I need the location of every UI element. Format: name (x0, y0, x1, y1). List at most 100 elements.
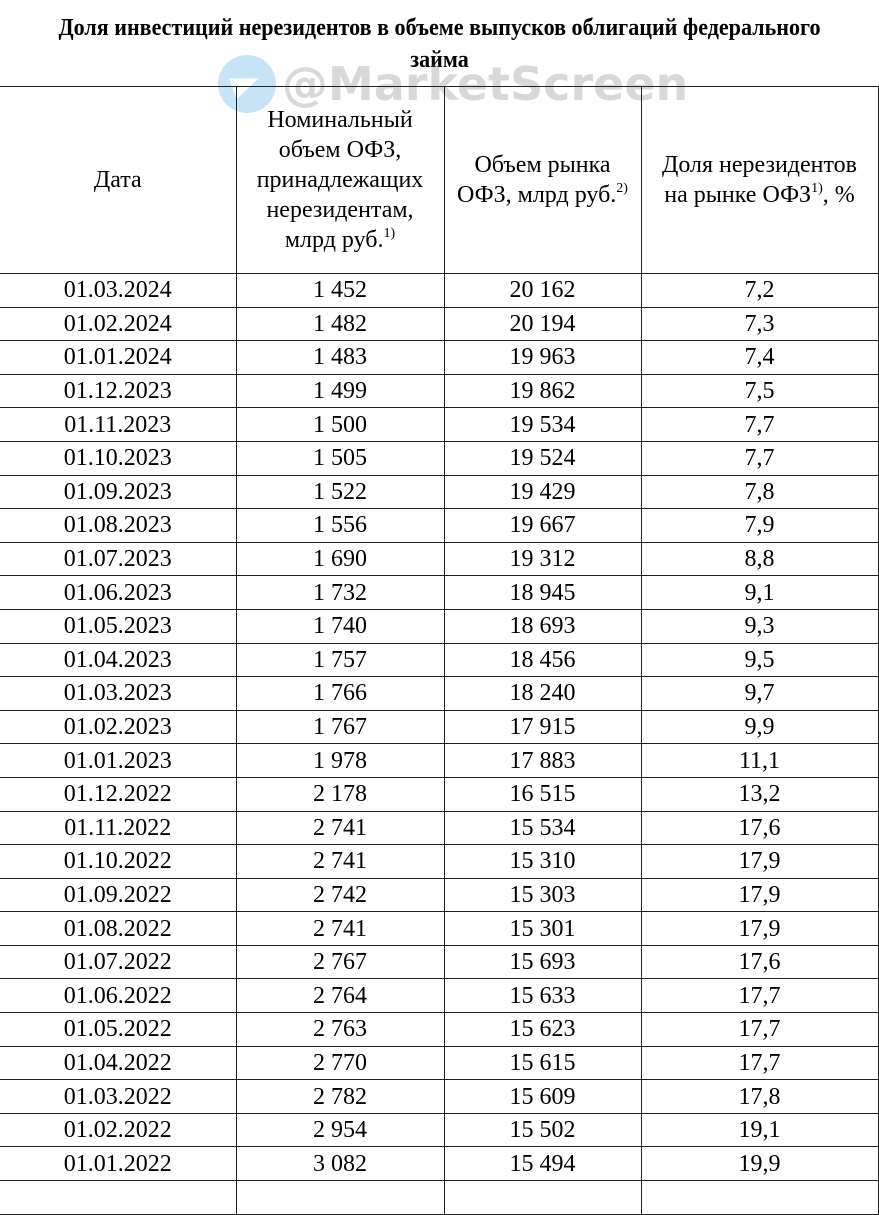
cell-nominal-volume: 2 764 (235, 978, 445, 1014)
cell-nominal-volume: 1 482 (235, 306, 445, 342)
cell-market-volume: 15 609 (443, 1079, 642, 1114)
table-row: 01.08.2022 2 741 15 301 17,9 (0, 911, 879, 946)
table-row: 01.06.2022 2 764 15 633 17,7 (0, 978, 879, 1014)
table-row: 01.02.2024 1 482 20 194 7,3 (0, 306, 879, 342)
cell-nominal-volume: 2 782 (235, 1079, 445, 1114)
cell-market-volume: 19 524 (443, 440, 642, 476)
cell-date: 01.06.2022 (0, 978, 237, 1014)
cell-market-volume: 19 667 (443, 508, 642, 543)
cell-market-volume: 18 945 (443, 575, 642, 610)
cell-nominal-volume: 2 770 (235, 1045, 445, 1081)
cell-share: 11,1 (640, 743, 879, 778)
cell-nominal-volume: 2 742 (235, 877, 445, 913)
cell-date: 01.02.2022 (0, 1112, 237, 1148)
cell-share: 7,8 (640, 474, 879, 510)
cell-share: 17,9 (640, 844, 879, 879)
table-row: 01.03.2024 1 452 20 162 7,2 (0, 273, 879, 308)
cell-date: 01.05.2022 (0, 1012, 237, 1047)
cell-date: 01.01.2023 (0, 743, 237, 778)
cell-nominal-volume: 2 741 (235, 844, 445, 879)
cell-nominal-volume: 1 690 (235, 541, 445, 577)
table-row: 01.02.2023 1 767 17 915 9,9 (0, 709, 879, 745)
cell-nominal-volume: 1 740 (235, 608, 445, 644)
cell-market-volume: 16 515 (443, 776, 642, 812)
cell-market-volume: 15 502 (443, 1112, 642, 1148)
cell-share: 7,9 (640, 508, 879, 543)
cell-market-volume: 19 862 (443, 373, 642, 409)
header-suffix: , % (822, 182, 855, 208)
cell-market-volume: 18 693 (443, 608, 642, 644)
cell-date: 01.01.2024 (0, 340, 237, 375)
header-label: Номинальный объем ОФЗ, принадлежащих нер… (256, 107, 424, 253)
cell-nominal-volume: 2 767 (235, 944, 445, 980)
cell-date: 01.03.2024 (0, 273, 237, 308)
empty-cell (235, 1180, 445, 1215)
table-header-row: Дата Номинальный объем ОФЗ, принадлежащи… (0, 86, 879, 274)
cell-market-volume: 17 883 (443, 743, 642, 778)
table-row: 01.11.2022 2 741 15 534 17,6 (0, 810, 879, 846)
cell-date: 01.02.2024 (0, 306, 237, 342)
cell-market-volume: 15 633 (443, 978, 642, 1014)
footnote-mark: 2) (616, 181, 628, 196)
cell-share: 19,9 (640, 1146, 879, 1182)
cell-market-volume: 19 312 (443, 541, 642, 577)
cell-share: 17,6 (640, 810, 879, 846)
cell-market-volume: 19 963 (443, 340, 642, 375)
table-row: 01.12.2023 1 499 19 862 7,5 (0, 373, 879, 409)
cell-share: 17,9 (640, 911, 879, 946)
cell-share: 8,8 (640, 541, 879, 577)
cell-date: 01.03.2022 (0, 1079, 237, 1114)
cell-nominal-volume: 2 178 (235, 776, 445, 812)
header-date: Дата (0, 86, 237, 274)
cell-share: 13,2 (640, 776, 879, 812)
cell-share: 7,4 (640, 340, 879, 375)
header-label: Доля нерезидентов на рынке ОФЗ (661, 152, 858, 208)
empty-cell (0, 1180, 237, 1215)
cell-date: 01.02.2023 (0, 709, 237, 745)
cell-date: 01.09.2022 (0, 877, 237, 913)
cell-share: 19,1 (640, 1112, 879, 1148)
table-row: 01.09.2022 2 742 15 303 17,9 (0, 877, 879, 913)
nonresident-share-table: Дата Номинальный объем ОФЗ, принадлежащи… (0, 86, 879, 1215)
document-title: Доля инвестиций нерезидентов в объеме вы… (58, 15, 821, 73)
cell-share: 9,7 (640, 676, 879, 711)
cell-share: 9,1 (640, 575, 879, 610)
cell-nominal-volume: 1 500 (235, 407, 445, 442)
table-row: 01.08.2023 1 556 19 667 7,9 (0, 508, 879, 543)
cell-market-volume: 18 456 (443, 642, 642, 678)
cell-nominal-volume: 2 741 (235, 911, 445, 946)
table-row: 01.05.2022 2 763 15 623 17,7 (0, 1012, 879, 1047)
cell-market-volume: 15 693 (443, 944, 642, 980)
cell-market-volume: 15 534 (443, 810, 642, 846)
cell-share: 17,7 (640, 1012, 879, 1047)
cell-share: 17,8 (640, 1079, 879, 1114)
cell-share: 17,9 (640, 877, 879, 913)
cell-date: 01.05.2023 (0, 608, 237, 644)
cell-date: 01.07.2023 (0, 541, 237, 577)
table-row: 01.11.2023 1 500 19 534 7,7 (0, 407, 879, 442)
header-label: Объем рынка ОФЗ, млрд руб. (457, 152, 617, 208)
cell-date: 01.09.2023 (0, 474, 237, 510)
cell-market-volume: 15 303 (443, 877, 642, 913)
cell-share: 9,3 (640, 608, 879, 644)
cell-market-volume: 15 310 (443, 844, 642, 879)
empty-cell (640, 1180, 879, 1215)
table-row: 01.01.2022 3 082 15 494 19,9 (0, 1146, 879, 1182)
cell-nominal-volume: 1 483 (235, 340, 445, 375)
cell-nominal-volume: 1 978 (235, 743, 445, 778)
cell-date: 01.01.2022 (0, 1146, 237, 1182)
cell-share: 7,7 (640, 440, 879, 476)
cell-date: 01.04.2022 (0, 1045, 237, 1081)
cell-share: 7,7 (640, 407, 879, 442)
table-row: 01.04.2023 1 757 18 456 9,5 (0, 642, 879, 678)
cell-date: 01.12.2022 (0, 776, 237, 812)
cell-market-volume: 20 162 (443, 273, 642, 308)
cell-date: 01.11.2022 (0, 810, 237, 846)
cell-nominal-volume: 1 767 (235, 709, 445, 745)
table-row: 01.10.2022 2 741 15 310 17,9 (0, 844, 879, 879)
cell-date: 01.08.2023 (0, 508, 237, 543)
table-row: 01.04.2022 2 770 15 615 17,7 (0, 1045, 879, 1081)
cell-share: 7,3 (640, 306, 879, 342)
table-row-partial (0, 1180, 879, 1215)
cell-market-volume: 15 301 (443, 911, 642, 946)
